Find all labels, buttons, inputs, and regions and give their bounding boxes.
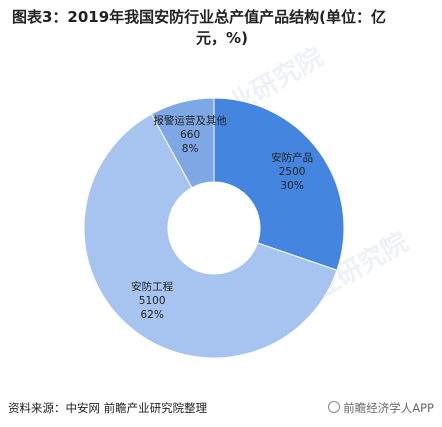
chart-title-line2: 元，%) xyxy=(196,29,248,47)
slice-category-1: 安防工程 xyxy=(131,281,174,294)
slice-0 xyxy=(213,97,345,271)
chart-title: 图表3：2019年我国安防行业总产值产品结构(单位：亿 元，%) xyxy=(12,7,432,49)
slice-percent-0: 30% xyxy=(280,180,304,193)
slice-value-0: 2500 xyxy=(278,166,306,179)
slice-percent-1: 62% xyxy=(140,309,164,322)
brand-name: 前瞻经济学人APP xyxy=(343,401,434,415)
slice-label-1: 安防工程 5100 62% xyxy=(131,280,173,322)
slice-category-0: 安防产品 xyxy=(271,152,314,165)
slice-label-0: 安防产品 2500 30% xyxy=(271,151,313,193)
brand-logo-icon xyxy=(328,401,341,413)
brand-mark: 前瞻经济学人APP xyxy=(328,400,434,416)
chart-title-line1: 图表3：2019年我国安防行业总产值产品结构(单位：亿 xyxy=(12,8,387,26)
slice-1 xyxy=(83,113,338,359)
slice-percent-2: 8% xyxy=(181,143,199,155)
slice-value-1: 5100 xyxy=(138,295,166,308)
slice-2 xyxy=(150,97,215,189)
slice-category-2: 报警运营及其他 xyxy=(153,115,227,127)
source-note: 资料来源：中安网 前瞻产业研究院整理 xyxy=(8,401,208,415)
slice-label-2: 报警运营及其他 660 8% xyxy=(153,114,227,156)
slice-value-2: 660 xyxy=(180,129,201,141)
